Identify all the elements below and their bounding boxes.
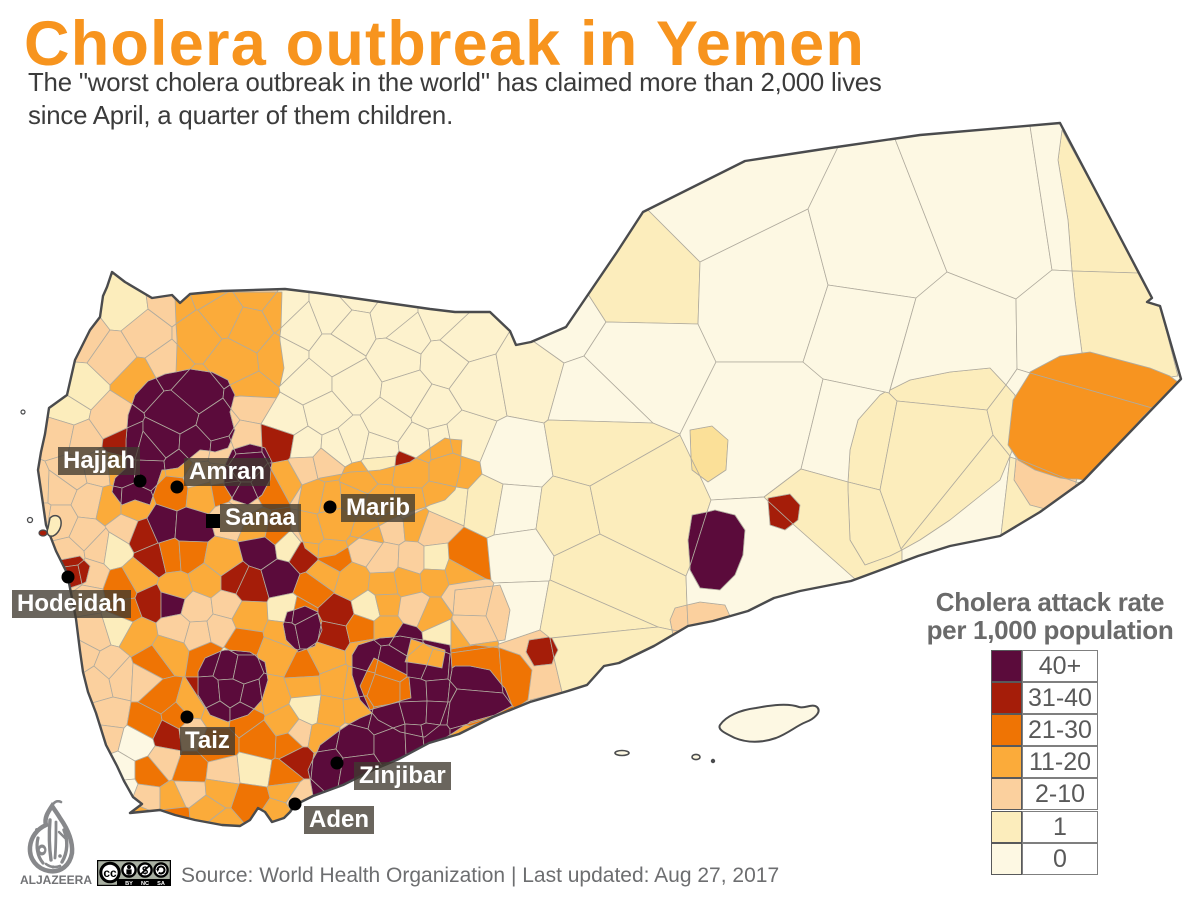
svg-text:BY: BY [125, 881, 133, 886]
svg-text:cc: cc [103, 866, 117, 880]
svg-text:SA: SA [157, 881, 165, 886]
svg-text:NC: NC [141, 881, 149, 886]
